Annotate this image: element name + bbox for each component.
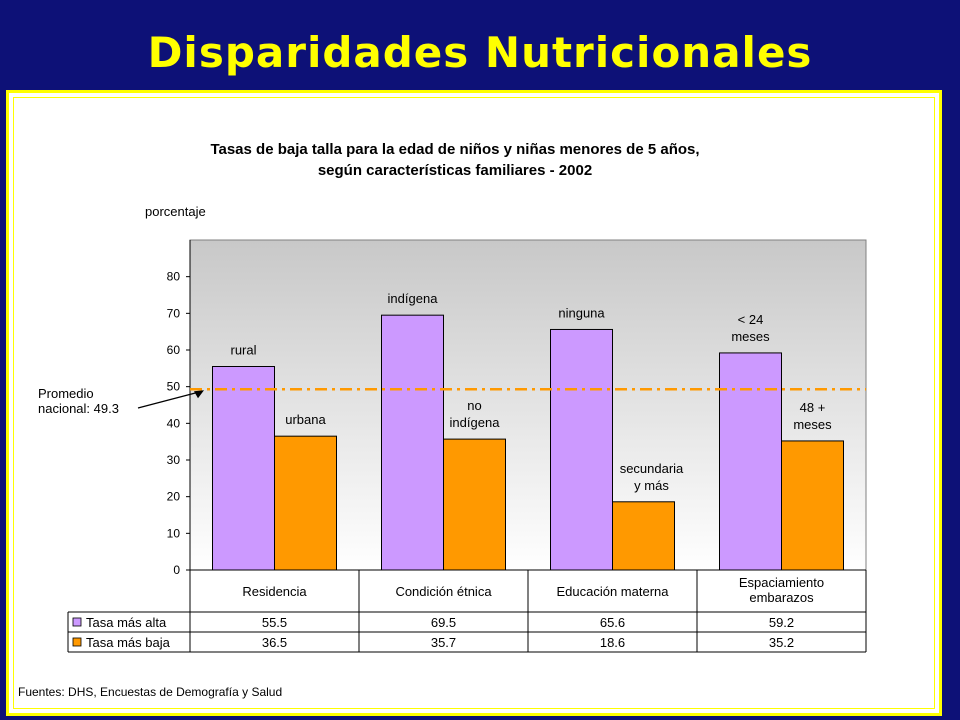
bar-low-label: secundaria <box>620 461 684 476</box>
y-tick-label: 40 <box>167 416 181 430</box>
y-tick-label: 30 <box>167 453 181 467</box>
bars <box>212 314 844 571</box>
legend-label: Tasa más alta <box>86 615 167 630</box>
bar-low-label: 48 + <box>800 400 826 415</box>
bar-low <box>781 440 844 571</box>
bar-high-label: meses <box>731 329 770 344</box>
y-axis-label: porcentaje <box>145 204 206 219</box>
bar-low <box>612 501 675 571</box>
category-label: embarazos <box>749 590 814 605</box>
bar-high-label: indígena <box>388 291 439 306</box>
y-tick-label: 60 <box>167 343 181 357</box>
bar-high-label: < 24 <box>738 312 764 327</box>
y-tick-label: 10 <box>167 526 181 540</box>
bar-labels: rural indígena ninguna < 24 meses urbana no ind… <box>230 291 832 493</box>
table-cell: 59.2 <box>769 615 794 630</box>
chart-title-line: según características familiares - 2002 <box>318 162 592 179</box>
average-pointer <box>137 390 203 409</box>
category-label: Espaciamiento <box>739 575 824 590</box>
bar-low-label: meses <box>793 417 832 432</box>
bar-high-label: ninguna <box>558 305 605 320</box>
bar-high-label: rural <box>230 343 256 358</box>
legend-swatch-high <box>72 617 82 627</box>
y-tick-label: 0 <box>173 563 180 577</box>
y-axis: 0 10 20 30 40 50 60 70 80 <box>167 240 191 577</box>
bar-low <box>443 438 506 571</box>
legend-label: Tasa más baja <box>86 635 171 650</box>
y-tick-label: 20 <box>167 490 181 504</box>
table-cell: 18.6 <box>600 635 625 650</box>
category-label: Condición étnica <box>395 584 492 599</box>
legend-swatch-low <box>72 637 82 647</box>
table-cell: 35.7 <box>431 635 456 650</box>
bar-high <box>550 328 613 571</box>
bar-low-label: indígena <box>450 415 501 430</box>
bar-low-label: y más <box>634 478 669 493</box>
bar-high <box>719 352 782 571</box>
bar-high <box>212 366 275 571</box>
category-label: Educación materna <box>556 584 669 599</box>
table-cell: 69.5 <box>431 615 456 630</box>
chart-title-line: Tasas de baja talla para la edad de niño… <box>210 141 699 158</box>
y-tick-label: 80 <box>167 270 181 284</box>
table-cell: 36.5 <box>262 635 287 650</box>
chart-panel-border <box>13 97 935 709</box>
bar-high <box>381 314 444 571</box>
category-label: Residencia <box>242 584 307 599</box>
chart-title: Tasas de baja talla para la edad de niño… <box>210 141 699 179</box>
table-cell: 35.2 <box>769 635 794 650</box>
slide-title: Disparidades Nutricionales <box>147 28 813 77</box>
bar-low-label: urbana <box>285 412 326 427</box>
average-label: nacional: 49.3 <box>38 401 119 416</box>
source-note: Fuentes: DHS, Encuestas de Demografía y … <box>18 685 282 699</box>
average-pointer-arrowhead <box>194 390 204 399</box>
bar-low-label: no <box>467 398 481 413</box>
y-tick-label: 50 <box>167 380 181 394</box>
y-tick-label: 70 <box>167 306 181 320</box>
table-cell: 65.6 <box>600 615 625 630</box>
data-table: Residencia Condición étnica Educación mate… <box>67 569 867 653</box>
bar-low <box>274 435 337 571</box>
table-cell: 55.5 <box>262 615 287 630</box>
average-label: Promedio <box>38 386 94 401</box>
